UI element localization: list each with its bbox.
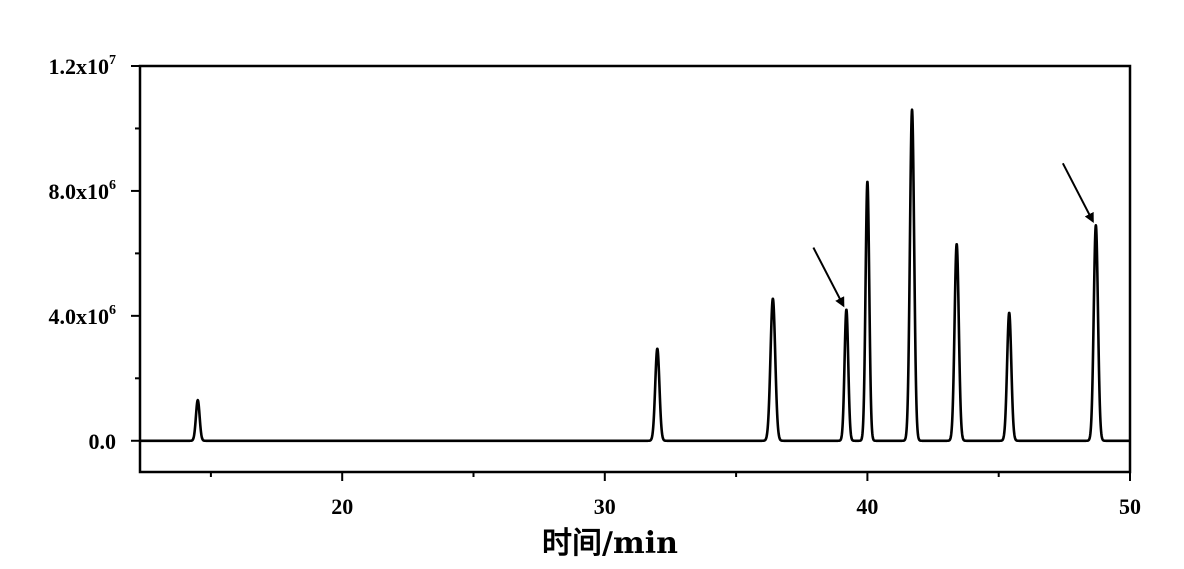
- y-tick-label-base: 8.0x10: [49, 179, 110, 204]
- y-tick-label: 1.2x107: [49, 53, 117, 79]
- y-tick-label: 0.0: [89, 429, 117, 454]
- plot-frame: [138, 64, 1132, 474]
- y-tick-label: 4.0x106: [49, 303, 117, 329]
- y-tick-label-base: 0.0: [89, 429, 117, 454]
- y-tick-label-base: 4.0x10: [49, 304, 110, 329]
- x-tick-label: 40: [856, 494, 878, 519]
- x-tick-label: 50: [1119, 494, 1141, 519]
- y-tick-exponent: 6: [109, 303, 116, 318]
- y-tick-exponent: 7: [109, 53, 116, 68]
- x-tick-label: 20: [331, 494, 353, 519]
- peak-arrow: [812, 247, 845, 308]
- peak-arrow: [1061, 162, 1094, 224]
- annotation-layer: [812, 162, 1094, 308]
- x-tick-label: 30: [594, 494, 616, 519]
- x-axis-ticks: 20 30 40 50: [209, 472, 1141, 519]
- series-layer: [138, 108, 1131, 443]
- chromatogram-trace: [138, 108, 1131, 443]
- y-tick-exponent: 6: [109, 178, 116, 193]
- x-axis-title: 时间/min: [542, 526, 678, 561]
- y-tick-label: 8.0x106: [49, 178, 117, 204]
- y-tick-label-base: 1.2x10: [49, 54, 110, 79]
